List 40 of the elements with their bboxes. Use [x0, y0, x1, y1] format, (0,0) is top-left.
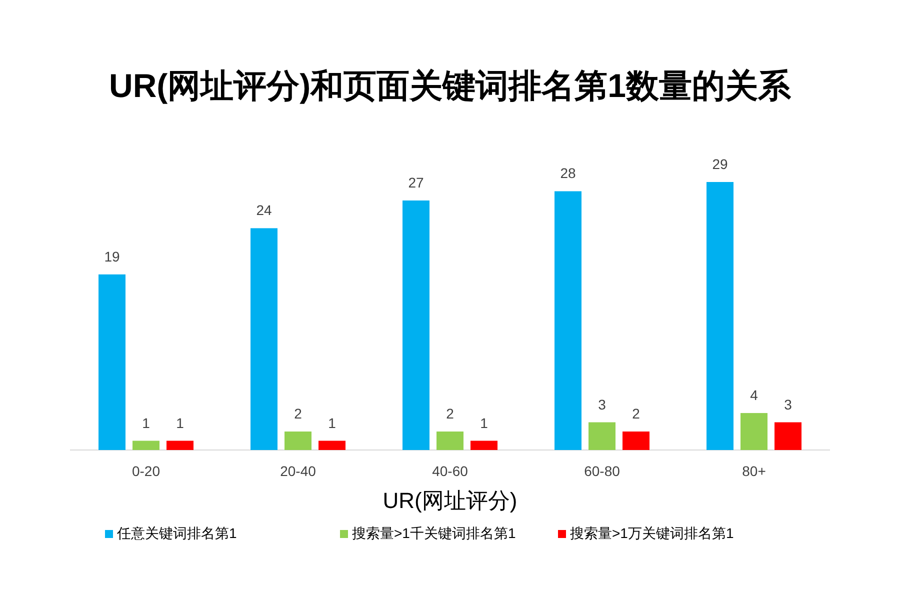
bar: [318, 440, 346, 450]
bar: [250, 228, 278, 450]
x-tick-label: 20-40: [280, 463, 316, 479]
data-label: 2: [294, 406, 302, 422]
data-label: 2: [446, 406, 454, 422]
data-label: 3: [598, 396, 606, 412]
x-tick-label: 0-20: [132, 463, 160, 479]
data-label: 3: [784, 396, 792, 412]
data-label: 1: [328, 414, 336, 431]
data-label: 28: [560, 165, 576, 182]
chart-title: UR(网址评分)和页面关键词排名第1数量的关系: [109, 67, 792, 104]
data-label: 1: [480, 414, 488, 431]
bar: [402, 200, 430, 450]
bar: [588, 422, 616, 450]
bar: [706, 182, 734, 450]
x-tick-label: 60-80: [584, 463, 620, 479]
bar: [470, 440, 498, 450]
legend-label: 搜索量>1万关键词排名第1: [570, 525, 734, 541]
legend-label: 搜索量>1千关键词排名第1: [352, 525, 516, 541]
bar: [132, 440, 160, 450]
data-label: 29: [712, 156, 728, 172]
x-tick-label: 80+: [742, 463, 766, 479]
bar: [166, 440, 194, 450]
x-tick-label: 40-60: [432, 463, 468, 479]
bar: [284, 432, 312, 450]
data-label: 24: [256, 202, 272, 218]
x-axis-title: UR(网址评分): [382, 488, 518, 513]
bar: [774, 422, 802, 450]
data-label: 19: [104, 248, 120, 264]
data-label: 1: [142, 414, 150, 431]
bar: [436, 432, 464, 450]
data-label: 27: [408, 174, 424, 190]
legend-label: 任意关键词排名第1: [116, 525, 237, 541]
bar: [740, 413, 768, 450]
data-label: 2: [632, 406, 640, 422]
bar: [622, 432, 650, 450]
data-label: 1: [176, 414, 184, 431]
bar: [98, 274, 126, 450]
bar: [554, 191, 582, 450]
data-label: 4: [750, 387, 758, 404]
